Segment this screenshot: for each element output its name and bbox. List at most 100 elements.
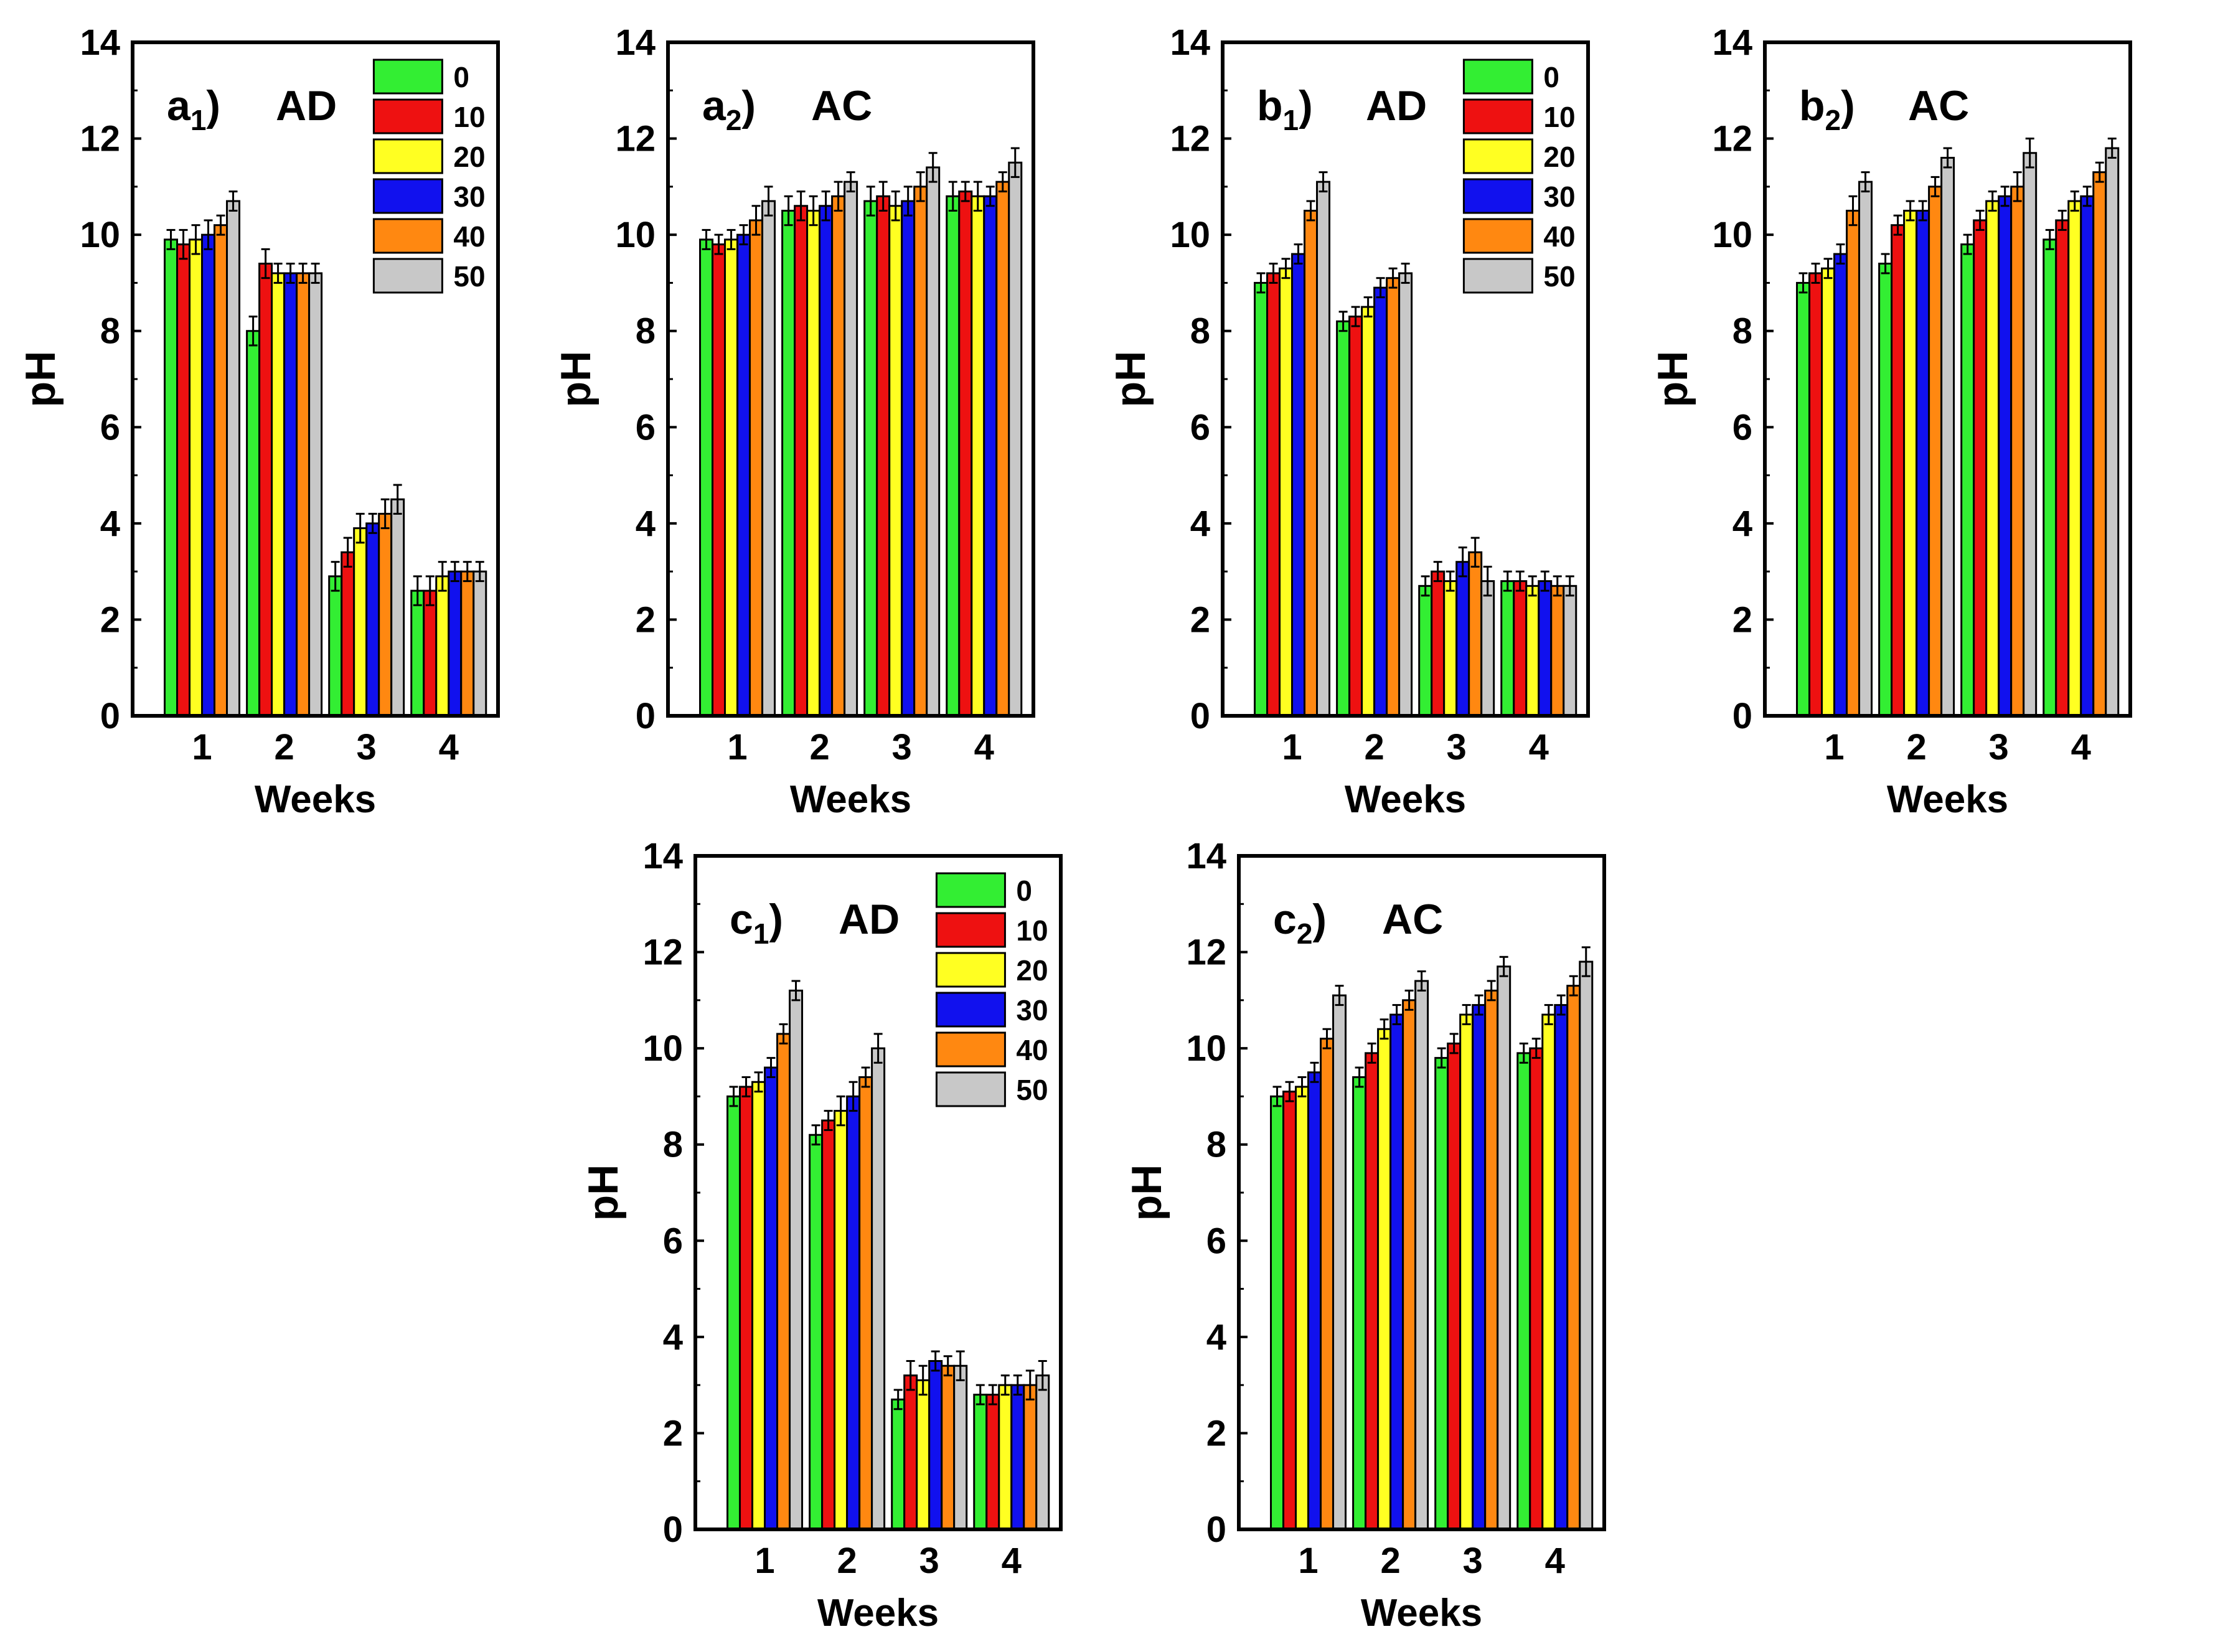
bar-week3-s20 (1459, 1013, 1474, 1531)
y-tick-label: 10 (615, 215, 656, 255)
bar-week1-s30 (201, 233, 216, 717)
bar-week4-s10 (1529, 1047, 1544, 1531)
panel-mode: AD (839, 896, 900, 943)
bar-week4-s20 (1525, 584, 1540, 717)
bar-week4-s10 (985, 1394, 1000, 1531)
bar-week3-s20 (888, 205, 903, 717)
bar-week4-s40 (1566, 985, 1581, 1531)
bar-week2-s40 (858, 1076, 873, 1531)
bar-week1-s50 (1858, 181, 1873, 717)
y-tick-label: 4 (1732, 504, 1752, 544)
y-tick-label: 2 (1206, 1413, 1226, 1453)
panel-label: a2) (702, 82, 756, 136)
x-tick-label: 4 (1545, 1541, 1565, 1581)
y-axis-title: pH (580, 1165, 627, 1221)
legend-swatch-30 (1462, 178, 1533, 214)
bar-week1-s40 (1320, 1038, 1335, 1531)
bar-week4-s20 (998, 1384, 1013, 1531)
bar-week1-s0 (1254, 281, 1269, 717)
panel-label: c2) (1273, 896, 1327, 950)
y-tick-label: 2 (663, 1413, 683, 1453)
y-tick-label: 12 (1170, 119, 1210, 159)
legend-label-40: 40 (1543, 220, 1575, 253)
bar-week1-s20 (751, 1081, 766, 1531)
bar-week1-s10 (712, 243, 726, 717)
y-tick-label: 6 (1190, 407, 1210, 448)
bar-week2-s20 (271, 272, 286, 717)
bar-week2-s30 (283, 272, 298, 717)
y-tick-label: 12 (642, 932, 683, 973)
bar-week4-s20 (2067, 200, 2082, 717)
legend-label-0: 0 (1543, 61, 1559, 93)
bar-week2-s10 (1891, 224, 1906, 717)
y-tick-label: 10 (1170, 215, 1210, 255)
x-axis-title: Weeks (1345, 778, 1466, 821)
y-tick-label: 8 (636, 311, 656, 352)
bar-week2-s0 (1336, 320, 1351, 717)
bar-week1-s0 (726, 1095, 741, 1531)
y-axis-title: pH (17, 351, 64, 408)
legend-label-40: 40 (453, 220, 485, 253)
bar-week1-s20 (1279, 267, 1294, 717)
bar-week2-s20 (1903, 210, 1918, 717)
y-tick-label: 12 (1712, 119, 1752, 159)
bar-week1-s40 (1846, 210, 1861, 717)
legend-swatch-40 (372, 218, 443, 254)
plot-frame (666, 40, 1035, 718)
x-tick-label: 3 (892, 727, 912, 767)
bar-week1-s40 (749, 219, 764, 717)
bar-week2-s50 (1398, 272, 1413, 717)
bar-week2-s10 (258, 263, 273, 717)
y-tick-label: 8 (1206, 1125, 1226, 1165)
legend-swatch-0 (1462, 59, 1533, 95)
y-tick-label: 0 (1190, 696, 1210, 736)
legend-label-40: 40 (1016, 1034, 1048, 1066)
legend-swatch-40 (935, 1031, 1006, 1068)
panel-label: b1) (1257, 82, 1313, 136)
bar-week4-s30 (448, 570, 463, 717)
x-tick-label: 1 (192, 727, 212, 767)
bar-week2-s0 (781, 210, 796, 717)
x-tick-label: 2 (1380, 1541, 1400, 1581)
plot-frame (131, 40, 500, 718)
bar-week3-s0 (1418, 584, 1433, 717)
bar-week1-s30 (1291, 253, 1306, 717)
legend-label-10: 10 (1543, 101, 1575, 133)
bar-week4-s50 (472, 570, 487, 717)
x-tick-label: 1 (1298, 1541, 1318, 1581)
y-tick-label: 8 (1190, 311, 1210, 352)
bar-week2-s10 (794, 205, 809, 717)
x-axis-title: Weeks (255, 778, 376, 821)
x-axis-title: Weeks (817, 1592, 939, 1635)
bar-week1-s0 (1796, 281, 1811, 717)
bar-week1-s50 (226, 200, 241, 717)
bar-week4-s20 (1541, 1013, 1556, 1531)
y-tick-label: 10 (1186, 1028, 1226, 1069)
bar-week1-s10 (739, 1086, 754, 1531)
y-tick-label: 0 (636, 696, 656, 736)
legend-label-10: 10 (453, 101, 485, 133)
x-tick-label: 3 (357, 727, 377, 767)
bar-week1-s40 (776, 1033, 791, 1531)
x-tick-label: 2 (274, 727, 294, 767)
bar-week2-s20 (1361, 306, 1376, 717)
bar-week3-s30 (365, 522, 380, 717)
legend-swatch-30 (935, 992, 1006, 1028)
bar-week2-s50 (871, 1047, 886, 1531)
panel-label: b2) (1799, 82, 1855, 136)
plot-frame (1237, 854, 1606, 1531)
bar-week3-s50 (1497, 965, 1511, 1531)
bar-week4-s40 (1550, 584, 1565, 717)
y-tick-label: 4 (100, 504, 120, 544)
y-tick-label: 6 (1206, 1221, 1226, 1261)
legend-swatch-20 (935, 952, 1006, 988)
y-tick-label: 6 (100, 407, 120, 448)
y-tick-label: 14 (1186, 836, 1226, 876)
bar-week1-s40 (214, 224, 228, 717)
bar-week4-s30 (1010, 1384, 1025, 1531)
bar-week2-s50 (1414, 980, 1429, 1531)
